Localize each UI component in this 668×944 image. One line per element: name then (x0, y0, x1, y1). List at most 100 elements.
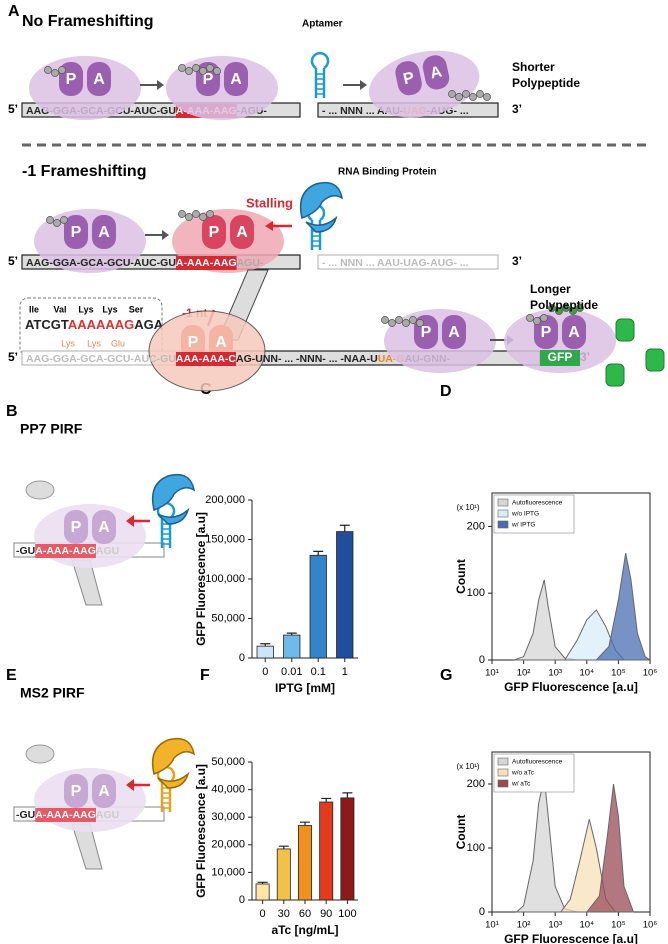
legend-label: w/o IPTG (511, 511, 539, 518)
p-label: P (203, 71, 214, 88)
amino-acid (388, 319, 396, 327)
ribosome-large (34, 504, 146, 568)
histogram (585, 783, 635, 913)
highlight (175, 352, 236, 366)
highlight (35, 808, 96, 822)
legend-swatch (497, 509, 509, 518)
arrow-head (126, 779, 134, 791)
y-tick-label: 30,000 (211, 811, 245, 823)
p-label: P (66, 71, 77, 88)
bar (298, 825, 312, 901)
amino-acid (540, 314, 548, 322)
x-tick-label: 10⁶ (643, 920, 658, 931)
hairpin (156, 765, 176, 812)
x-tick-label: 1 (342, 666, 348, 678)
y-tick-label: 150,000 (205, 533, 245, 545)
amino-acid (178, 64, 186, 72)
codon-label: Ile (29, 304, 39, 314)
a-site (442, 315, 466, 349)
y-tick-label: 20,000 (211, 839, 245, 851)
p-label: P (71, 224, 82, 241)
y-tick-label: 200,000 (205, 494, 245, 506)
x-tick-label: 10² (517, 668, 531, 679)
five-prime: 5’ (8, 254, 18, 268)
sequence: - ... NNN ... AAU-UAG-AUG- ... (322, 257, 469, 269)
panel-letter: E (6, 667, 17, 684)
x-tick-label: 10⁴ (579, 920, 594, 931)
amino-acid (576, 304, 584, 312)
sequence-part: A-AAA-AAG (35, 545, 96, 557)
x-tick-label: 10⁶ (643, 668, 658, 679)
x-tick-label: 10⁴ (579, 668, 594, 679)
sequence-part: AAA-AAA-C (176, 353, 236, 365)
codon-label: Val (53, 304, 66, 314)
amino-acid (548, 304, 556, 312)
axis-annotation: (x 10¹) (456, 503, 479, 512)
a-label: A (98, 224, 110, 241)
bar (336, 531, 354, 659)
a-site (230, 215, 254, 249)
a-label: A (98, 519, 110, 536)
panel-letter: F (200, 667, 210, 684)
codon-label: Lys (102, 304, 117, 314)
bar (256, 645, 274, 659)
p-site (395, 61, 422, 96)
arrow-head (265, 221, 273, 231)
ribosome-large (166, 56, 278, 120)
p-label: P (402, 69, 416, 88)
a-site (224, 62, 248, 96)
x-tick-label: 10⁵ (611, 668, 626, 679)
polypeptide-label: Shorter (512, 60, 555, 74)
error-bar (278, 845, 289, 849)
panel-letter: D (440, 383, 452, 400)
a-site (92, 215, 116, 249)
panel-letter: A (8, 3, 20, 20)
p-site (181, 325, 205, 359)
bar (255, 883, 270, 901)
y-tick-label: 200 (467, 778, 485, 790)
amino-acid (44, 66, 52, 74)
sequence-part: AAG-GGA-GCA-GCU-AUC-GU (26, 353, 176, 365)
amino-acid (206, 64, 214, 72)
error-bar (321, 797, 332, 803)
axis-annotation: (x 10¹) (456, 762, 479, 771)
histogram (595, 553, 652, 661)
legend-swatch (497, 520, 509, 529)
sequence-part: -GU (16, 545, 35, 557)
sequence-part: AAAAAAG (68, 317, 134, 332)
amino-acid (562, 304, 570, 312)
amino-acid (192, 210, 200, 218)
gfp-box (540, 350, 580, 366)
x-tick-label: 0 (262, 666, 268, 678)
five-prime: 5’ (8, 102, 18, 116)
a-label: A (230, 71, 242, 88)
a-site (92, 510, 116, 544)
a-label: A (93, 71, 105, 88)
amino-acid (526, 314, 534, 322)
small-subunit (25, 744, 55, 764)
error-bar (339, 524, 350, 532)
legend-swatch (497, 768, 509, 777)
aptamer-label: Aptamer (302, 19, 343, 30)
x-tick-label: 30 (278, 908, 290, 920)
mrna (317, 254, 499, 270)
small-subunit (25, 480, 55, 500)
x-axis-label: IPTG [mM] (275, 681, 335, 695)
arrow-head (157, 80, 164, 90)
bar (276, 848, 291, 901)
x-tick-label: 0.1 (311, 666, 326, 678)
amino-acid (206, 210, 214, 218)
amino-acid (416, 319, 424, 327)
a-label: A (568, 324, 580, 341)
sequence-part: AGA (134, 317, 164, 332)
x-tick-label: 100 (338, 908, 356, 920)
gfp-barrel (645, 348, 665, 372)
legend-label: w/ aTc (511, 781, 531, 788)
gfp-barrel (615, 318, 635, 342)
amino-acid (60, 216, 68, 224)
p-label: P (421, 324, 432, 341)
sequence-part: AGU (96, 545, 119, 557)
construct-label: MS2 PIRF (20, 685, 85, 701)
